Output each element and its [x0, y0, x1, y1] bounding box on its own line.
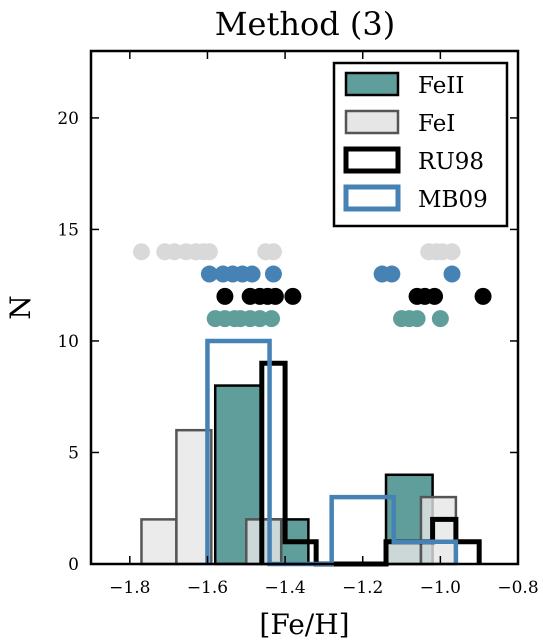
step-outline-mb09 [205, 338, 459, 567]
point-mb09-4 [243, 265, 261, 283]
legend-swatch-fei [344, 109, 400, 135]
bar-fei-0 [140, 518, 178, 566]
point-fei-12 [443, 243, 461, 261]
legend-swatch-feii [344, 71, 400, 97]
bar-fei-7 [384, 540, 423, 566]
x-tick-label-3: −1.2 [342, 578, 383, 598]
y-axis-label: N [4, 295, 37, 320]
point-feii-10 [431, 310, 449, 328]
point-mb09-5 [264, 265, 282, 283]
point-mb09-7 [383, 265, 401, 283]
x-axis-label: [Fe/H] [259, 608, 349, 641]
point-ru98-8 [426, 287, 444, 305]
point-feii-9 [408, 310, 426, 328]
legend-label-feii: FeII [418, 73, 464, 99]
point-fei-6 [200, 243, 218, 261]
step-outline-ru98 [259, 360, 482, 567]
point-ru98-4 [266, 287, 284, 305]
y-tick-label-2: 10 [57, 332, 79, 352]
legend-label-mb09: MB09 [418, 187, 488, 213]
point-fei-8 [264, 243, 282, 261]
x-tick-label-1: −1.6 [187, 578, 228, 598]
x-tick-label-2: −1.4 [264, 578, 305, 598]
bar-feii-0 [213, 384, 264, 566]
x-tick-label-5: −0.8 [497, 578, 538, 598]
y-tick-label-4: 20 [57, 109, 79, 129]
y-tick-label-0: 0 [68, 555, 79, 575]
y-tick-label-1: 5 [68, 443, 79, 463]
chart-title: Method (3) [215, 5, 395, 43]
legend-swatch-ru98 [343, 146, 401, 174]
point-ru98-0 [216, 287, 234, 305]
legend-swatch-mb09 [343, 184, 401, 212]
point-ru98-5 [284, 287, 302, 305]
y-tick-label-3: 15 [57, 220, 79, 240]
point-fei-0 [132, 243, 150, 261]
bar-fei-8 [419, 495, 458, 566]
legend: FeII FeI RU98 MB09 [332, 61, 509, 228]
point-ru98-9 [474, 287, 492, 305]
x-tick-label-0: −1.8 [109, 578, 150, 598]
point-fei-2 [165, 243, 183, 261]
plot-frame [89, 49, 520, 566]
point-feii-5 [251, 310, 269, 328]
x-tick-label-4: −1.0 [420, 578, 461, 598]
point-feii-6 [263, 310, 281, 328]
point-mb09-8 [443, 265, 461, 283]
legend-label-ru98: RU98 [418, 149, 484, 175]
legend-label-fei: FeI [418, 111, 455, 137]
point-mb09-0 [200, 265, 218, 283]
